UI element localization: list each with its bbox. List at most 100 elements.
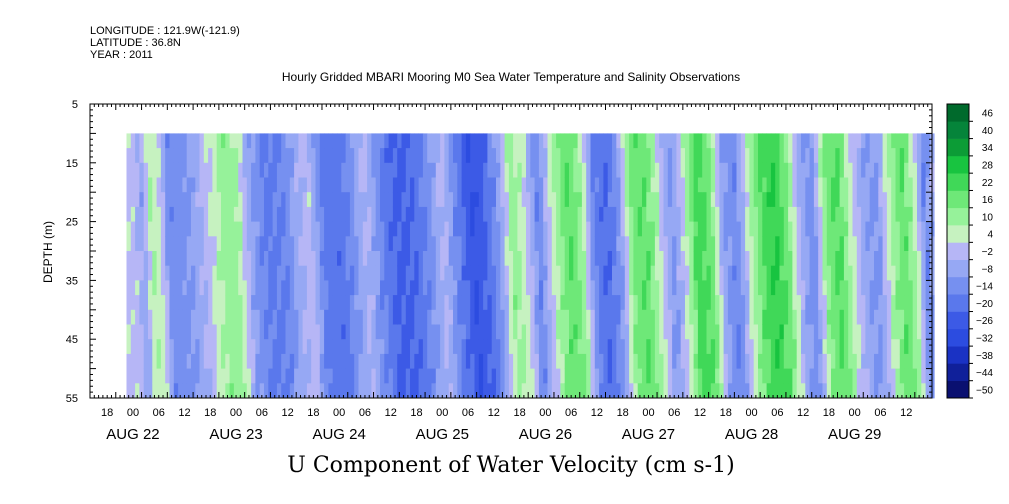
heatmap-cell (899, 353, 905, 369)
heatmap-cell (208, 162, 213, 178)
heatmap-cell (809, 236, 815, 252)
heatmap-cell (599, 133, 604, 149)
heatmap-cell (156, 192, 162, 208)
heatmap-cell (311, 236, 316, 252)
heatmap-cell (388, 133, 394, 149)
heatmap-cell (444, 251, 450, 267)
heatmap-cell (861, 236, 866, 252)
heatmap-cell (869, 324, 875, 340)
heatmap-cell (470, 162, 475, 178)
heatmap-cell (839, 353, 845, 369)
heatmap-cell (212, 383, 218, 399)
heatmap-cell (135, 295, 140, 311)
heatmap-cell (826, 148, 832, 164)
heatmap-cell (715, 177, 720, 193)
heatmap-cell (521, 339, 527, 355)
heatmap-cell (848, 251, 853, 267)
heatmap-cell (702, 324, 707, 340)
heatmap-cell (496, 162, 501, 178)
heatmap-cell (367, 383, 372, 399)
heatmap-cell (612, 309, 617, 325)
heatmap-cell (345, 206, 351, 222)
heatmap-cell (246, 339, 252, 355)
heatmap-cell (448, 236, 454, 252)
heatmap-cell (431, 339, 437, 355)
heatmap-cell (130, 236, 136, 252)
heatmap-cell (435, 177, 441, 193)
heatmap-cell (225, 383, 230, 399)
heatmap-cell (294, 133, 299, 149)
heatmap-cell (242, 383, 248, 399)
heatmap-cell (577, 162, 583, 178)
heatmap-cell (358, 339, 364, 355)
heatmap-cell (818, 309, 823, 325)
heatmap-cell (835, 383, 840, 399)
heatmap-cell (508, 177, 514, 193)
heatmap-cell (805, 383, 810, 399)
heatmap-cell (581, 353, 587, 369)
heatmap-cell (362, 309, 368, 325)
heatmap-cell (908, 192, 914, 208)
heatmap-cell (779, 148, 785, 164)
heatmap-cell (612, 280, 617, 296)
heatmap-cell (835, 221, 840, 237)
heatmap-cell (917, 192, 922, 208)
heatmap-cell (328, 309, 334, 325)
heatmap-cell (195, 383, 200, 399)
heatmap-cell (203, 339, 209, 355)
heatmap-cell (702, 206, 707, 222)
heatmap-cell (659, 309, 664, 325)
heatmap-cell (633, 177, 639, 193)
heatmap-cell (255, 295, 261, 311)
heatmap-cell (440, 162, 445, 178)
heatmap-cell (706, 309, 712, 325)
heatmap-cell (573, 177, 578, 193)
heatmap-cell (478, 324, 484, 340)
heatmap-cell (173, 221, 179, 237)
heatmap-cell (491, 353, 497, 369)
heatmap-cell (160, 206, 166, 222)
heatmap-cell (581, 295, 587, 311)
heatmap-cell (796, 265, 802, 281)
heatmap-cell (397, 177, 402, 193)
heatmap-cell (865, 309, 871, 325)
heatmap-cell (186, 251, 192, 267)
heatmap-cell (599, 236, 604, 252)
heatmap-cell (543, 133, 548, 149)
heatmap-cell (392, 280, 398, 296)
heatmap-cell (878, 177, 883, 193)
heatmap-cell (801, 251, 806, 267)
heatmap-cell (349, 383, 355, 399)
heatmap-cell (324, 206, 329, 222)
heatmap-cell (603, 324, 609, 340)
heatmap-cell (620, 206, 626, 222)
heatmap-cell (766, 265, 772, 281)
x-tick-label: 00 (127, 407, 139, 419)
heatmap-cell (891, 383, 896, 399)
heatmap-cell (586, 265, 591, 281)
heatmap-cell (302, 368, 308, 384)
heatmap-cell (444, 133, 450, 149)
heatmap-cell (242, 353, 248, 369)
heatmap-cell (865, 148, 871, 164)
heatmap-cell (891, 353, 896, 369)
heatmap-cell (229, 148, 235, 164)
heatmap-cell (607, 265, 613, 281)
heatmap-cell (302, 265, 308, 281)
heatmap-cell (616, 148, 621, 164)
heatmap-cell (491, 192, 497, 208)
heatmap-cell (599, 192, 604, 208)
heatmap-cell (431, 133, 437, 149)
heatmap-cell (401, 295, 407, 311)
heatmap-cell (891, 236, 896, 252)
heatmap-cell (697, 133, 703, 149)
heatmap-cell (715, 192, 720, 208)
heatmap-cell (130, 324, 136, 340)
heatmap-cell (581, 339, 587, 355)
heatmap-cell (461, 148, 467, 164)
heatmap-cell (440, 383, 445, 399)
heatmap-cell (182, 295, 188, 311)
heatmap-cell (238, 368, 243, 384)
heatmap-cell (637, 324, 643, 340)
heatmap-cell (186, 162, 192, 178)
